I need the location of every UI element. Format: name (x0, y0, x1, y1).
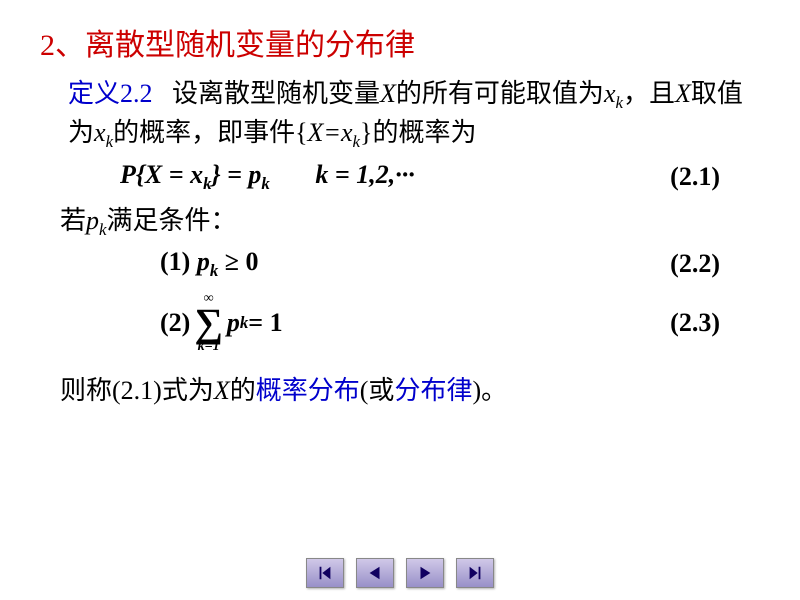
sigma-icon: ∑ (194, 306, 223, 340)
sigma-bot: k=1 (198, 340, 220, 354)
last-button[interactable] (456, 558, 494, 588)
condition-2: (2) ∞ ∑ k=1 pk = 1 (2.3) (160, 288, 760, 358)
def-text-2: 的所有可能取值为 (396, 79, 604, 108)
concl-pre: 则称(2.1)式为 (60, 376, 214, 405)
c2-num: (2.3) (670, 308, 720, 338)
concl-pc: )。 (472, 376, 507, 405)
sigma-symbol: ∞ ∑ k=1 (194, 292, 223, 354)
sub-k-1: k (615, 93, 623, 112)
definition-label: 定义2.2 (68, 79, 153, 108)
definition-paragraph: 定义2.2 设离散型随机变量X的所有可能取值为xk，且X取值为xk的概率，即事件… (68, 76, 760, 154)
eq1-num: (2.1) (670, 162, 720, 192)
sub-k-3: k (353, 132, 361, 151)
condition-1: (1) pk ≥ 0 (2.2) (160, 248, 760, 280)
c1-expr: p (190, 247, 210, 276)
eq-inline: X=x (308, 118, 353, 147)
eq1-sub2: k (261, 174, 269, 193)
var-xk-1: x (604, 79, 616, 108)
prev-button[interactable] (356, 558, 394, 588)
concl-hl1: 概率分布 (256, 376, 360, 405)
eq1-cond: k = 1,2,··· (315, 160, 414, 189)
c1-sub: k (210, 261, 218, 280)
c2-expr: p (227, 308, 240, 338)
eq1-sub1: k (203, 174, 211, 193)
first-icon (316, 564, 334, 582)
first-button[interactable] (306, 558, 344, 588)
cond-sub: k (99, 220, 107, 239)
def-text-5: 的概率，即事件{ (113, 118, 307, 147)
nav-button-group (306, 558, 494, 588)
var-xk-2: x (94, 118, 106, 147)
eq1-lhs: P{X = x (120, 160, 203, 189)
next-button[interactable] (406, 558, 444, 588)
var-X-2: X (675, 79, 691, 108)
cond-pre: 若 (60, 206, 86, 235)
c1-num: (2.2) (670, 249, 720, 279)
var-X-1: X (380, 79, 396, 108)
title-text: 2、离散型随机变量的分布律 (40, 29, 415, 62)
concl-or: 或 (368, 376, 394, 405)
last-icon (466, 564, 484, 582)
conclusion-line: 则称(2.1)式为X的概率分布(或分布律)。 (60, 370, 760, 407)
concl-var: X (214, 376, 230, 405)
sub-k-2: k (106, 132, 114, 151)
c1-label: (1) (160, 247, 190, 276)
slide-title: 2、离散型随机变量的分布律 (40, 20, 760, 64)
prev-icon (366, 564, 384, 582)
c2-sub: k (240, 313, 248, 333)
def-text-1: 设离散型随机变量 (172, 79, 380, 108)
c2-label: (2) (160, 308, 190, 338)
cond-var: p (86, 206, 99, 235)
def-text-6: }的概率为 (360, 118, 476, 147)
c1-rel: ≥ 0 (218, 247, 258, 276)
next-icon (416, 564, 434, 582)
concl-hl2: 分布律 (394, 376, 472, 405)
c2-rel: = 1 (248, 308, 282, 338)
cond-post: 满足条件： (107, 206, 237, 235)
concl-mid: 的 (230, 376, 256, 405)
equation-2-1: P{X = xk} = pk k = 1,2,··· (2.1) (120, 160, 760, 194)
def-text-3: ，且 (623, 79, 675, 108)
eq1-mid: } = p (212, 160, 262, 189)
condition-intro: 若pk满足条件： (60, 200, 760, 240)
